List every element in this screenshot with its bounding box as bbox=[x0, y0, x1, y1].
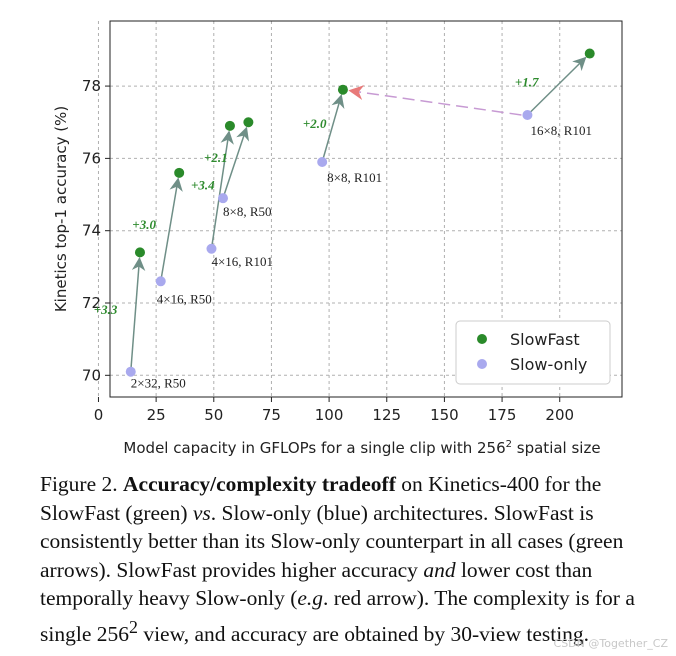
slowfast-point bbox=[337, 84, 348, 95]
caption-italic-vs: vs bbox=[192, 500, 211, 525]
caption-figure-number: Figure 2. bbox=[40, 472, 118, 496]
slow-only-config-label: 8×8, R50 bbox=[223, 204, 272, 219]
axis-ticks: 0 25 50 75 100 125 150 175 200 70 72 74 76 78 bbox=[82, 77, 574, 424]
point-labels: 2×32, R50 4×16, R50 4×16, R101 8×8, R50 8×8,… bbox=[94, 74, 592, 390]
caption-italic-eg: e.g bbox=[297, 586, 324, 610]
legend-marker-slow-only bbox=[477, 359, 487, 369]
slow-only-point bbox=[155, 276, 166, 287]
x-tick-label: 150 bbox=[430, 406, 459, 424]
improvement-arrow bbox=[210, 130, 234, 249]
plot-frame bbox=[109, 20, 623, 398]
slow-only-point bbox=[206, 243, 217, 254]
figure-caption: Figure 2. Accuracy/complexity tradeoff o… bbox=[40, 470, 662, 648]
y-tick-label: 76 bbox=[82, 149, 101, 167]
caption-italic-and: and bbox=[423, 557, 456, 582]
improvement-arrow bbox=[130, 257, 146, 372]
legend-marker-slowfast bbox=[477, 334, 487, 344]
accuracy-gain-label: +1.7 bbox=[515, 74, 539, 89]
slow-only-point bbox=[317, 157, 328, 167]
red-arrow bbox=[348, 85, 522, 116]
slowfast-point bbox=[174, 167, 185, 178]
improvement-arrow bbox=[222, 126, 250, 199]
x-tick-label: 175 bbox=[488, 406, 517, 424]
caption-text: lower cost than temporally heavy Slow-on… bbox=[40, 557, 593, 611]
caption-text: view, and accuracy are obtained by 30-vi… bbox=[137, 621, 590, 646]
x-tick-label: 100 bbox=[315, 406, 344, 424]
caption-text: . red arrow). The complexity is for a si… bbox=[40, 586, 635, 646]
accuracy-gain-label: +2.0 bbox=[303, 116, 327, 131]
legend-label-slowfast: SlowFast bbox=[510, 330, 580, 349]
y-tick-label: 74 bbox=[82, 222, 101, 240]
accuracy-gain-label: +3.0 bbox=[132, 217, 156, 232]
x-tick-label: 200 bbox=[545, 406, 574, 424]
improvement-arrow bbox=[321, 94, 345, 163]
legend: SlowFast Slow-only bbox=[455, 320, 611, 385]
data-points bbox=[125, 48, 595, 377]
caption-bold-title: Accuracy/complexity tradeoff bbox=[123, 472, 396, 496]
y-axis-label: Kinetics top-1 accuracy (%) bbox=[52, 106, 70, 312]
slowfast-point bbox=[134, 247, 145, 258]
y-tick-label: 72 bbox=[82, 294, 101, 312]
slow-only-config-label: 4×16, R101 bbox=[211, 254, 273, 269]
tradeoff-chart: 0 25 50 75 100 125 150 175 200 70 72 74 76 78 2×32, R… bbox=[52, 20, 623, 457]
slow-only-point bbox=[218, 193, 229, 204]
x-tick-label: 50 bbox=[204, 406, 223, 424]
accuracy-gain-label: +2.1 bbox=[204, 150, 228, 165]
slowfast-point bbox=[243, 117, 254, 128]
arrows bbox=[130, 56, 587, 372]
slow-only-config-label: 2×32, R50 bbox=[131, 376, 186, 391]
improvement-arrow bbox=[526, 56, 587, 116]
slow-only-config-label: 8×8, R101 bbox=[327, 170, 382, 185]
improvement-arrow bbox=[159, 177, 183, 282]
x-tick-label: 125 bbox=[372, 406, 401, 424]
caption-text: on Kinetics-400 for the SlowFast (green) bbox=[40, 472, 602, 525]
slow-only-point bbox=[522, 110, 533, 120]
slowfast-point bbox=[584, 48, 595, 59]
x-tick-label: 75 bbox=[262, 406, 281, 424]
slow-only-config-label: 4×16, R50 bbox=[157, 291, 212, 306]
slowfast-point bbox=[224, 120, 235, 131]
x-tick-label: 25 bbox=[147, 406, 166, 424]
legend-label-slow-only: Slow-only bbox=[510, 355, 587, 374]
slow-only-config-label: 16×8, R101 bbox=[530, 123, 592, 138]
y-tick-label: 78 bbox=[82, 77, 101, 95]
x-axis-label: Model capacity in GFLOPs for a single cl… bbox=[123, 439, 600, 457]
y-tick-label: 70 bbox=[82, 366, 101, 384]
caption-superscript: 2 bbox=[128, 616, 138, 637]
accuracy-gain-label: +3.3 bbox=[94, 302, 118, 317]
legend-box bbox=[455, 320, 611, 385]
x-tick-label: 0 bbox=[94, 406, 104, 424]
grid-lines bbox=[97, 21, 622, 397]
accuracy-gain-label: +3.4 bbox=[191, 177, 215, 192]
caption-text: . Slow-only (blue) architectures. SlowFa… bbox=[40, 500, 624, 582]
slow-only-point bbox=[125, 366, 136, 377]
watermark: CSDN @Together_CZ bbox=[553, 637, 668, 650]
